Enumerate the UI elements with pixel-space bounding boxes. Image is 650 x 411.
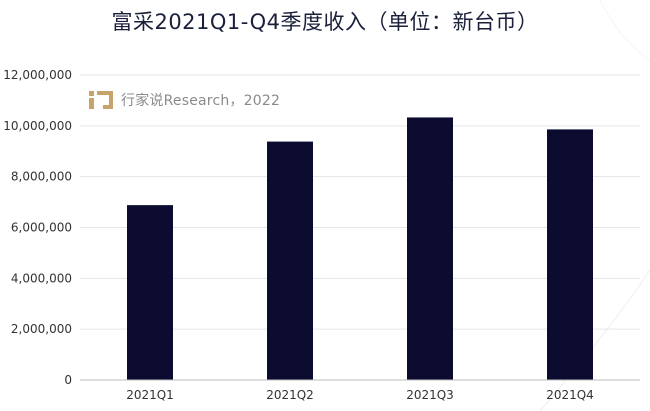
bar-2021q4	[547, 129, 593, 380]
y-tick-label: 4,000,000	[11, 271, 72, 285]
bar-2021q2	[267, 141, 313, 380]
y-tick-label: 0	[64, 373, 72, 387]
bars	[127, 117, 593, 380]
y-tick-label: 2,000,000	[11, 322, 72, 336]
x-tick-label: 2021Q4	[546, 388, 594, 402]
x-tick-label: 2021Q1	[126, 388, 174, 402]
research-logo-icon	[89, 91, 113, 109]
x-axis-tick-labels: 2021Q1 2021Q2 2021Q3 2021Q4	[126, 388, 594, 402]
bar-2021q1	[127, 205, 173, 380]
bar-2021q3	[407, 117, 453, 380]
y-tick-label: 10,000,000	[3, 119, 72, 133]
watermark-text: 行家说Research，2022	[121, 93, 281, 109]
y-axis-tick-labels: 0 2,000,000 4,000,000 6,000,000 8,000,000 10,…	[3, 68, 72, 387]
x-tick-label: 2021Q2	[266, 388, 314, 402]
y-tick-label: 6,000,000	[11, 221, 72, 235]
watermark: 行家说Research，2022	[89, 88, 280, 112]
y-tick-label: 8,000,000	[11, 170, 72, 184]
x-tick-label: 2021Q3	[406, 388, 454, 402]
gridlines	[80, 74, 640, 330]
y-tick-label: 12,000,000	[3, 68, 72, 82]
chart-title: 富采2021Q1-Q4季度收入（单位：新台币）	[111, 10, 539, 34]
